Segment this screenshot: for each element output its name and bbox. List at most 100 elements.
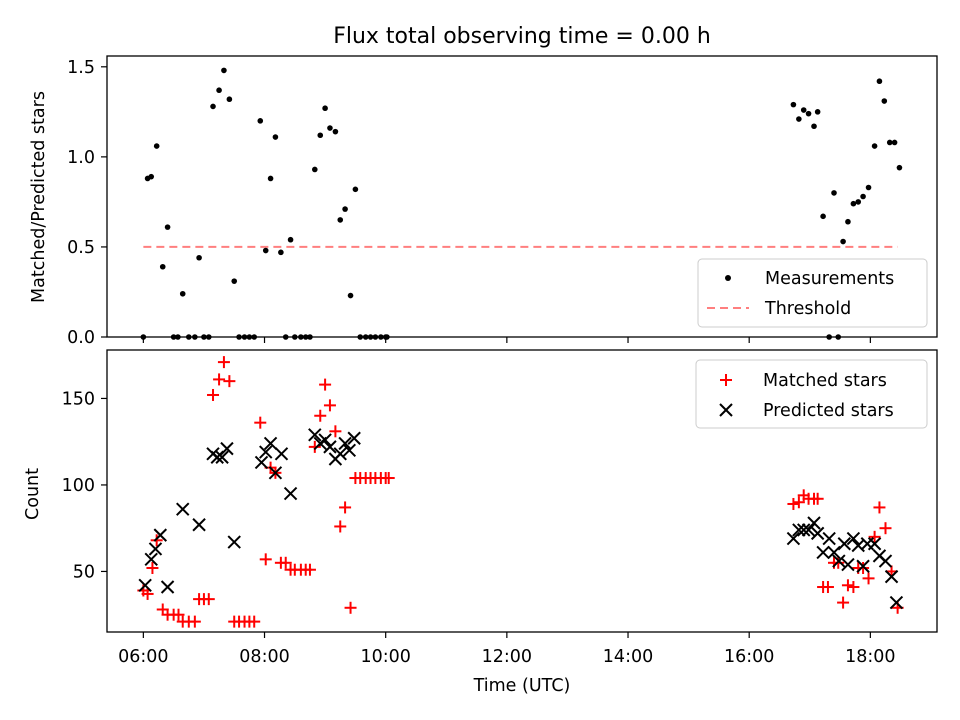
measurement-point (855, 199, 862, 205)
predicted-star-point (220, 441, 234, 456)
predicted-star-point (342, 443, 357, 458)
predicted-star-point (138, 578, 152, 592)
measurement-point (850, 200, 857, 207)
legend-measurements-marker (725, 275, 731, 281)
measurement-point (896, 164, 903, 171)
measurement-point (800, 107, 807, 113)
count-y-tick-label: 50 (73, 562, 95, 582)
matched-star-point (308, 440, 321, 453)
matched-star-point (141, 587, 154, 600)
matched-star-point (248, 615, 261, 628)
measurement-point (164, 224, 171, 230)
measurement-point (796, 116, 802, 122)
matched-star-point (847, 581, 860, 594)
ratio-panel-frame (106, 55, 938, 338)
predicted-star-point (347, 431, 361, 445)
x-axis-label: Time (UTC) (473, 676, 571, 696)
count-y-axis-label: Count (23, 468, 43, 520)
measurement-point (881, 98, 888, 104)
predicted-star-point (816, 545, 830, 560)
ratio-y-tick-label: 1.5 (67, 58, 95, 78)
predicted-star-point (867, 537, 882, 551)
predicted-star-point (153, 528, 168, 542)
predicted-star-point (318, 433, 332, 447)
count-panel-frame (106, 349, 938, 633)
predicted-star-point (192, 518, 206, 532)
measurement-point (342, 206, 348, 212)
measurement-point (790, 101, 797, 108)
matched-star-point (329, 425, 342, 438)
count-legend-box (695, 359, 928, 429)
x-tick-label: 18:00 (845, 647, 895, 667)
measurement-point (278, 249, 284, 256)
matched-star-point (217, 356, 230, 369)
matched-star-point (323, 399, 336, 412)
predicted-star-point (878, 554, 893, 568)
ratio-y-tick-label: 0.0 (67, 328, 95, 348)
predicted-star-point (263, 436, 278, 451)
matched-star-point (150, 534, 163, 547)
matched-star-point (172, 608, 185, 621)
x-tick-label: 16:00 (724, 647, 774, 667)
predicted-star-point (274, 447, 289, 461)
predicted-star-point (832, 554, 846, 568)
measurement-point (312, 166, 318, 173)
predicted-star-point (148, 542, 163, 556)
measurement-point (322, 105, 328, 112)
predicted-star-point (827, 545, 841, 560)
matched-star-point (314, 409, 327, 422)
ratio-legend-box (697, 258, 928, 328)
predicted-star-point (268, 466, 283, 480)
measurement-point (831, 190, 837, 196)
matched-star-point (787, 497, 800, 510)
measurement-point (257, 118, 264, 124)
matched-star-point (873, 501, 886, 514)
predicted-star-point (227, 535, 241, 549)
measurement-point (337, 217, 344, 223)
predicted-star-point (856, 559, 870, 573)
measurement-point (267, 175, 274, 182)
predicted-star-point (254, 455, 269, 470)
measurement-point (891, 139, 898, 146)
predicted-star-point (259, 445, 273, 459)
measurement-point (352, 186, 359, 193)
measurement-point (272, 134, 279, 140)
predicted-star-point (801, 523, 816, 537)
legend-threshold-label: Threshold (764, 299, 851, 319)
predicted-star-point (144, 552, 158, 567)
measurement-point (814, 109, 821, 115)
matched-star-point (879, 522, 892, 535)
matched-star-point (868, 530, 881, 543)
matched-star-point (841, 579, 854, 592)
legend-matched-marker (720, 374, 732, 386)
matched-star-point (223, 375, 236, 388)
predicted-star-point (792, 523, 806, 537)
matched-star-point (821, 581, 834, 594)
measurement-point (327, 125, 333, 131)
matched-star-point (259, 553, 272, 566)
x-tick-label: 06:00 (118, 647, 168, 667)
predicted-star-point (160, 580, 175, 594)
matched-star-point (213, 373, 226, 386)
ratio-panel: 0.0 0.5 1.0 1.5 Matched/Predicted stars Mea… (29, 55, 938, 348)
measurement-point (845, 218, 851, 225)
measurement-point (148, 173, 155, 180)
predicted-star-point (846, 531, 861, 546)
x-tick-label: 14:00 (603, 647, 653, 667)
legend-matched-label: Matched stars (763, 371, 887, 391)
measurement-point (262, 247, 269, 254)
predicted-star-point (822, 531, 836, 546)
measurement-point (216, 87, 222, 94)
measurement-point (805, 110, 812, 117)
matched-star-point (339, 501, 352, 514)
ratio-y-axis-label: Matched/Predicted stars (29, 91, 49, 303)
matched-star-point (792, 496, 805, 509)
measurement-point (196, 254, 202, 261)
measurement-point (876, 78, 883, 85)
measurement-point (840, 238, 846, 245)
measurement-point (860, 193, 866, 200)
measurement-point (159, 263, 166, 270)
matched-star-point (146, 561, 159, 574)
predicted-star-point (810, 526, 825, 541)
predicted-star-point (889, 595, 904, 610)
